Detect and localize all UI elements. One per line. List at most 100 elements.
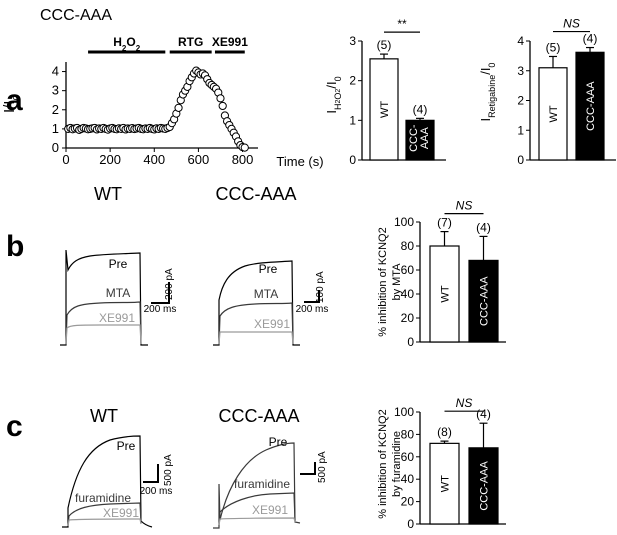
mta-inhibition-bar-chart: % inhibition of KCNQ2 by MTA 0 20 40 60 80 10… xyxy=(377,199,506,349)
label-mta: MTA xyxy=(106,286,130,300)
trace-title-mutant: CCC-AAA xyxy=(218,406,299,426)
label-xe991: XE991 xyxy=(99,311,135,325)
x-tick-label: 200 xyxy=(99,152,121,167)
data-point xyxy=(174,103,183,112)
y-tick-label: 40 xyxy=(401,472,415,486)
trace-group-c-mutant: Pre furamidine XE991 500 pA xyxy=(213,435,328,529)
bar-wt xyxy=(429,442,460,525)
bar-label: WT xyxy=(440,285,452,302)
scale-bar xyxy=(143,464,159,483)
y-tick-label: 1 xyxy=(52,121,59,136)
significance-label: NS xyxy=(456,199,473,213)
significance-label: NS xyxy=(456,396,473,410)
n-label: (5) xyxy=(546,40,561,54)
bar-ccc-aaa xyxy=(575,51,605,161)
bar-wt xyxy=(429,245,460,343)
n-label: (4) xyxy=(583,32,598,46)
trace-pre xyxy=(213,260,300,346)
label-xe991: XE991 xyxy=(254,317,290,331)
y-tick-label: 20 xyxy=(401,311,415,325)
data-point xyxy=(240,143,249,152)
treatment-label: RTG xyxy=(178,35,203,49)
y-tick-label: 60 xyxy=(401,263,415,277)
trace-group-b-mutant: Pre MTA XE991 100 pA 200 ms xyxy=(213,260,329,346)
y-tick-label: 1 xyxy=(349,113,356,127)
panel-a-letter: a xyxy=(6,84,23,117)
scale-bar xyxy=(300,462,316,475)
significance-label: ** xyxy=(397,17,407,31)
y-tick-label: 3 xyxy=(52,83,59,98)
label-mta: MTA xyxy=(254,287,278,301)
label-pre: Pre xyxy=(117,439,136,453)
bar-label: CCC-AAA xyxy=(479,276,491,326)
bar-label: WT xyxy=(379,101,391,118)
bar-label: CCC-AAA xyxy=(585,81,597,131)
label-pre: Pre xyxy=(269,435,288,449)
label-xe991: XE991 xyxy=(252,503,288,517)
y-tick-label: 80 xyxy=(401,239,415,253)
n-label: (8) xyxy=(437,425,452,439)
trace-title-wt: WT xyxy=(90,406,118,426)
y-tick-label: 2 xyxy=(349,74,356,88)
bar-label: WT xyxy=(440,475,452,492)
significance-label: NS xyxy=(563,17,580,31)
trace-xe991 xyxy=(65,324,142,345)
trace-xe991 xyxy=(67,518,142,527)
data-point xyxy=(218,101,227,111)
trace-group-c-wt: Pre furamidine XE991 500 pA 200 ms xyxy=(62,435,174,528)
label-xe991: XE991 xyxy=(103,506,139,520)
y-tick-label: 2 xyxy=(517,94,524,108)
y-tick-label: 3 xyxy=(517,64,524,78)
y-tick-label: 0 xyxy=(407,335,414,349)
bar-wt xyxy=(538,67,568,161)
y-tick-label: 3 xyxy=(349,34,356,48)
scale-current: 200 pA xyxy=(164,268,175,300)
trace-group-b-wt: Pre MTA XE991 200 pA 200 ms xyxy=(60,249,176,346)
y-tick-label: 4 xyxy=(52,64,59,79)
y-axis-label: % inhibition of KCNQ2 xyxy=(377,409,389,518)
trace-fur xyxy=(218,492,296,526)
y-tick-label: 100 xyxy=(394,405,414,419)
x-tick-label: 0 xyxy=(62,152,69,167)
data-point xyxy=(216,94,225,103)
retigabine-bar-chart: IRetigabine/I0 0 1 2 3 4 (5) WT (4) CCC-AAA NS xyxy=(478,17,616,167)
trace-title-wt: WT xyxy=(94,184,122,204)
trace-pre xyxy=(62,435,153,528)
h2o2-bar-chart: IH2O2/I0 0 1 2 3 (5) WT (4) CCC-AAA ** xyxy=(324,17,446,167)
panel-b-letter: b xyxy=(6,230,24,263)
n-label: (4) xyxy=(476,220,491,234)
label-fur: furamidine xyxy=(75,491,131,505)
y-tick-label: 4 xyxy=(517,34,524,48)
label-pre: Pre xyxy=(109,257,128,271)
trace-mta xyxy=(65,301,142,346)
scale-time: 200 ms xyxy=(296,304,329,315)
bar-label: WT xyxy=(548,105,560,122)
trace-pre xyxy=(213,442,301,529)
n-label: (4) xyxy=(476,407,491,421)
furamidine-inhibition-bar-chart: % inhibition of KCNQ2 by furamidine 0 20 4… xyxy=(377,396,506,531)
treatment-label: H2O2 xyxy=(113,35,140,53)
n-label: (7) xyxy=(437,216,452,230)
y-tick-label: 40 xyxy=(401,287,415,301)
bar-wt xyxy=(369,58,399,161)
y-tick-label: 20 xyxy=(401,495,415,509)
n-label: (4) xyxy=(413,102,428,116)
y-axis-label: % inhibition of KCNQ2 xyxy=(377,227,389,336)
y-axis-label-line2: by MTA xyxy=(391,263,403,301)
scale-bar xyxy=(151,282,170,304)
y-tick-label: 60 xyxy=(401,450,415,464)
scale-bar xyxy=(304,290,320,303)
n-label: (5) xyxy=(377,38,392,52)
scale-current: 500 pA xyxy=(317,451,328,483)
y-tick-label: 2 xyxy=(52,102,59,117)
trace-title-mutant: CCC-AAA xyxy=(215,184,296,204)
trace-pre xyxy=(60,249,148,346)
y-axis-label-line2: by furamidine xyxy=(391,431,403,497)
panel-a-title: CCC-AAA xyxy=(40,7,112,24)
trace-fur xyxy=(67,502,142,527)
trace-xe991 xyxy=(218,331,294,345)
scale-time: 200 ms xyxy=(140,486,173,497)
label-fur: furamidine xyxy=(234,477,290,491)
